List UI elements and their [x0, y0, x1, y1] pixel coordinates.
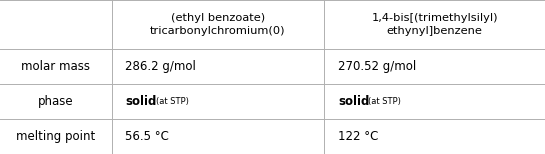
Text: 270.52 g/mol: 270.52 g/mol: [338, 60, 416, 73]
Text: molar mass: molar mass: [21, 60, 90, 73]
Text: 1,4-bis[(trimethylsilyl)
ethynyl]benzene: 1,4-bis[(trimethylsilyl) ethynyl]benzene: [371, 13, 498, 36]
Text: 286.2 g/mol: 286.2 g/mol: [125, 60, 196, 73]
Text: (ethyl benzoate)
tricarbonylchromium(0): (ethyl benzoate) tricarbonylchromium(0): [150, 13, 286, 36]
Text: (at STP): (at STP): [156, 97, 189, 106]
Text: melting point: melting point: [16, 130, 95, 143]
Text: (at STP): (at STP): [368, 97, 401, 106]
Text: phase: phase: [38, 95, 74, 108]
Text: 56.5 °C: 56.5 °C: [125, 130, 169, 143]
Text: 122 °C: 122 °C: [338, 130, 378, 143]
Text: solid: solid: [338, 95, 370, 108]
Text: solid: solid: [125, 95, 157, 108]
